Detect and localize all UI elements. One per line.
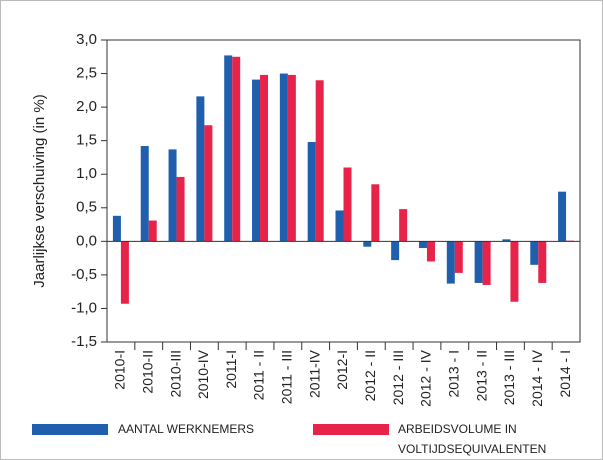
bar — [474, 241, 483, 283]
bar — [538, 241, 547, 283]
x-tick-label: 2012 - II — [362, 350, 378, 401]
y-tick-label: -1,0 — [71, 299, 97, 316]
bar — [558, 191, 567, 242]
y-tick-label: 2,0 — [76, 98, 97, 115]
bar — [176, 176, 185, 242]
bar — [224, 55, 233, 242]
bar — [260, 74, 269, 242]
bar — [252, 79, 261, 242]
legend-swatch — [313, 424, 389, 435]
bar — [426, 241, 435, 262]
legend-label-box: AANTAL WERKNEMERS — [118, 422, 255, 436]
bar — [204, 125, 213, 242]
bar — [168, 149, 177, 242]
y-tick-label: -0,5 — [71, 266, 97, 283]
bar — [446, 241, 455, 284]
bar — [120, 241, 129, 304]
x-tick-label: 2011 - III — [279, 350, 295, 404]
x-tick-label: 2012 - III — [390, 350, 406, 405]
y-axis-title: Jaarlijkse verschuiving (in %) — [31, 94, 48, 287]
bar — [391, 241, 400, 261]
bar — [112, 215, 121, 242]
legend-label-box: ARBEIDSVOLUME IN VOLTIJDSEQUIVALENTEN — [398, 422, 547, 456]
legend-label: AANTAL WERKNEMERS — [118, 422, 255, 436]
bar — [502, 239, 511, 242]
legend-swatch — [32, 424, 108, 435]
bar — [148, 220, 157, 242]
x-tick-label: 2013 - III — [501, 350, 517, 405]
x-tick-label: 2013 - II — [473, 350, 489, 401]
y-tick-label: 2,5 — [76, 65, 97, 82]
bar — [335, 210, 344, 242]
x-tick-label: 2012-I — [334, 350, 350, 390]
x-tick-label: 2012 - IV — [418, 349, 434, 406]
bar — [343, 167, 352, 242]
x-tick-label: 2010-IV — [195, 349, 211, 399]
x-tick-label: 2010-III — [167, 350, 183, 397]
bar — [363, 241, 372, 247]
bar — [418, 241, 427, 249]
bar — [287, 74, 296, 242]
y-tick-label: 0,5 — [76, 199, 97, 216]
x-tick-label: 2011 - II — [251, 350, 267, 400]
y-tick-label: 1,5 — [76, 132, 97, 149]
bar — [510, 241, 519, 302]
bar — [307, 142, 316, 242]
bar — [140, 146, 149, 242]
bar — [232, 56, 241, 242]
x-tick-label: 2013 - I — [445, 350, 461, 397]
bar — [279, 73, 288, 242]
x-tick-label: 2011-I — [223, 350, 239, 389]
bar — [315, 80, 324, 242]
y-tick-label: 0,0 — [76, 232, 97, 249]
bar — [530, 241, 539, 265]
x-tick-label: 2014 - I — [557, 350, 573, 397]
y-tick-label: 1,0 — [76, 165, 97, 182]
bar — [482, 241, 491, 285]
y-tick-label: 3,0 — [76, 31, 97, 48]
bar — [196, 96, 205, 242]
bar — [399, 209, 408, 242]
bar — [371, 184, 380, 242]
x-tick-label: 2010-II — [139, 350, 155, 394]
y-tick-label: -1,5 — [71, 333, 97, 350]
legend-label: ARBEIDSVOLUME IN VOLTIJDSEQUIVALENTEN — [398, 422, 547, 456]
x-tick-label: 2011-IV — [306, 349, 322, 398]
x-tick-label: 2014 - IV — [529, 349, 545, 406]
bar — [454, 241, 463, 273]
x-tick-label: 2010-I — [112, 350, 128, 390]
